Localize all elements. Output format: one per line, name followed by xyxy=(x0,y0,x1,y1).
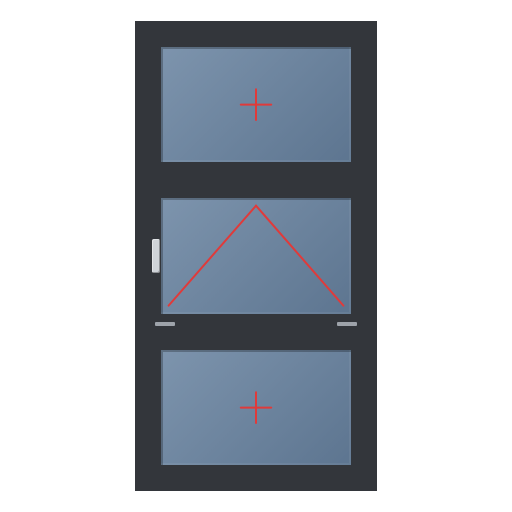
glass-pane xyxy=(161,350,351,465)
window-frame xyxy=(135,21,377,491)
glass-pane xyxy=(161,198,351,313)
sash-fixed-0 xyxy=(149,35,363,174)
hinge-icon xyxy=(337,322,357,326)
handle-icon xyxy=(152,239,160,273)
hinge-icon xyxy=(155,322,175,326)
glass-pane xyxy=(161,47,351,162)
sash-fixed-2 xyxy=(149,338,363,477)
sash-tilt-1 xyxy=(149,186,363,325)
